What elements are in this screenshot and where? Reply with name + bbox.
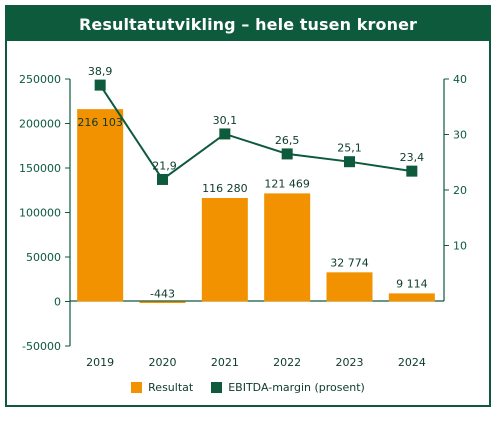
x-category-label: 2024 (398, 356, 426, 369)
ebitda-data-label: 25,1 (337, 142, 362, 155)
ebitda-data-label: 23,4 (400, 151, 425, 164)
ebitda-marker (281, 148, 293, 160)
left-tick-label: 250000 (19, 73, 61, 86)
ebitda-data-label: 26,5 (275, 134, 300, 147)
bar-resultat (139, 301, 186, 303)
chart-frame: Resultatutvikling – hele tusen kroner -5… (5, 5, 491, 407)
left-tick-label: 50000 (26, 251, 61, 264)
chart-plot: -50000 0 50000 100000 150000 200000 250000 10 20… (19, 65, 467, 369)
ebitda-data-label: 38,9 (88, 65, 113, 78)
bar-data-label: -443 (150, 288, 175, 301)
bar-data-label: 216 103 (77, 116, 123, 129)
right-tick-label: 30 (453, 129, 467, 142)
left-tick-label: 0 (54, 296, 61, 309)
ebitda-marker (344, 156, 355, 168)
left-tick-label: 100000 (19, 207, 61, 220)
left-tick-label: 200000 (19, 118, 61, 131)
bar-data-label: 116 280 (202, 182, 248, 195)
bar-resultat (264, 193, 311, 302)
ebitda-marker (219, 128, 231, 140)
legend-swatch-line (211, 382, 223, 393)
left-tick-label: -50000 (22, 340, 61, 353)
ebitda-data-label: 21,9 (152, 159, 177, 172)
bar-data-label: 121 469 (264, 177, 310, 190)
legend-label-resultat: Resultat (148, 381, 194, 394)
legend-label-ebitda: EBITDA-margin (prosent) (228, 381, 365, 394)
bar-resultat (77, 109, 124, 302)
right-tick-label: 20 (453, 184, 467, 197)
x-category-label: 2022 (273, 356, 301, 369)
ebitda-line (99, 84, 412, 181)
x-category-label: 2021 (211, 356, 239, 369)
right-tick-label: 40 (453, 73, 467, 86)
left-tick-label: 150000 (19, 162, 61, 175)
x-category-label: 2023 (336, 356, 364, 369)
title-bar: Resultatutvikling – hele tusen kroner (7, 7, 489, 41)
legend-item-resultat: Resultat (131, 381, 193, 394)
bar-resultat (326, 272, 373, 302)
bar-data-label: 9 114 (396, 277, 428, 290)
ebitda-data-label: 30,1 (213, 114, 238, 127)
ebitda-marker (94, 79, 106, 91)
bar-resultat (388, 293, 435, 302)
legend-item-ebitda: EBITDA-margin (prosent) (211, 381, 365, 394)
legend-swatch-bar (131, 382, 143, 393)
right-tick-label: 10 (453, 240, 467, 253)
legend: Resultat EBITDA-margin (prosent) (7, 381, 489, 394)
bar-data-label: 32 774 (330, 256, 369, 269)
ebitda-marker (157, 173, 168, 185)
bar-resultat (201, 198, 248, 302)
chart-title: Resultatutvikling – hele tusen kroner (78, 14, 418, 34)
ebitda-marker (406, 165, 418, 177)
x-category-label: 2019 (86, 356, 114, 369)
x-category-label: 2020 (149, 356, 177, 369)
